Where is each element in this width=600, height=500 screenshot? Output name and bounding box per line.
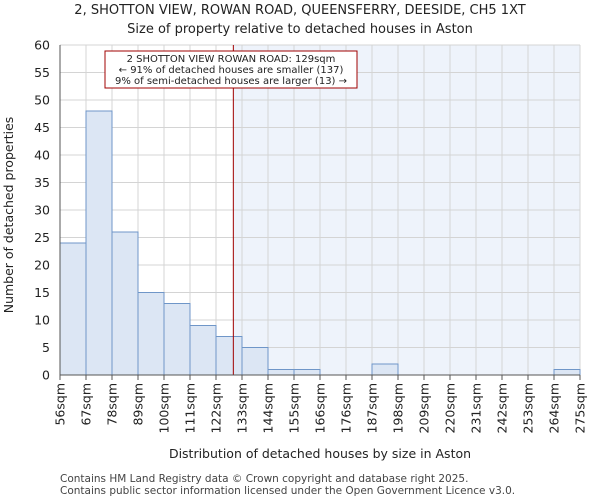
bar-264sqm bbox=[553, 369, 581, 376]
y-axis-label: Number of detached properties bbox=[1, 117, 16, 314]
y-tick-label-55: 55 bbox=[34, 65, 50, 80]
bar-67sqm bbox=[85, 110, 113, 376]
annotation-line-1: 2 SHOTTON VIEW ROWAN ROAD: 129sqm bbox=[127, 54, 336, 65]
x-tick-label-264sqm: 264sqm bbox=[547, 383, 562, 433]
x-tick-label-176sqm: 176sqm bbox=[339, 383, 354, 433]
bar-187sqm bbox=[371, 363, 399, 376]
x-tick-label-209sqm: 209sqm bbox=[417, 383, 432, 433]
x-axis-label: Distribution of detached houses by size … bbox=[169, 446, 471, 461]
annotation-box bbox=[104, 50, 358, 89]
x-tick-label-67sqm: 67sqm bbox=[79, 383, 94, 426]
bar-89sqm bbox=[137, 292, 165, 376]
bar-133sqm bbox=[241, 347, 269, 376]
bar-100sqm bbox=[163, 303, 191, 376]
bar-144sqm bbox=[267, 369, 295, 376]
x-tick-label-275sqm: 275sqm bbox=[573, 383, 588, 433]
x-tick-label-220sqm: 220sqm bbox=[443, 383, 458, 433]
y-tick-label-30: 30 bbox=[34, 203, 50, 218]
bar-78sqm bbox=[111, 231, 139, 376]
y-tick-label-40: 40 bbox=[34, 148, 50, 163]
y-tick-label-20: 20 bbox=[34, 258, 50, 273]
y-tick-label-0: 0 bbox=[42, 368, 50, 383]
x-tick-label-122sqm: 122sqm bbox=[209, 383, 224, 433]
x-tick-label-100sqm: 100sqm bbox=[157, 383, 172, 433]
y-tick-label-15: 15 bbox=[34, 285, 50, 300]
x-tick-label-144sqm: 144sqm bbox=[261, 383, 276, 433]
x-tick-label-155sqm: 155sqm bbox=[287, 383, 302, 433]
y-tick-label-45: 45 bbox=[34, 120, 50, 135]
x-tick-label-133sqm: 133sqm bbox=[235, 383, 250, 433]
annotation-line-2: ← 91% of detached houses are smaller (13… bbox=[119, 65, 344, 76]
x-tick-label-187sqm: 187sqm bbox=[365, 383, 380, 433]
y-tick-label-5: 5 bbox=[42, 340, 50, 355]
chart-title: 2, SHOTTON VIEW, ROWAN ROAD, QUEENSFERRY… bbox=[74, 3, 525, 18]
x-tick-label-111sqm: 111sqm bbox=[183, 383, 198, 433]
chart-subtitle: Size of property relative to detached ho… bbox=[127, 22, 473, 37]
annotation-line-3: 9% of semi-detached houses are larger (1… bbox=[115, 76, 347, 87]
y-tick-label-25: 25 bbox=[34, 230, 50, 245]
y-tick-label-35: 35 bbox=[34, 175, 50, 190]
y-tick-label-50: 50 bbox=[34, 93, 50, 108]
x-tick-label-231sqm: 231sqm bbox=[469, 383, 484, 433]
bar-56sqm bbox=[59, 242, 87, 376]
x-tick-label-253sqm: 253sqm bbox=[521, 383, 536, 433]
x-tick-label-78sqm: 78sqm bbox=[105, 383, 120, 426]
bar-111sqm bbox=[189, 325, 217, 376]
y-tick-label-10: 10 bbox=[34, 313, 50, 328]
x-tick-label-198sqm: 198sqm bbox=[391, 383, 406, 433]
x-tick-label-56sqm: 56sqm bbox=[53, 383, 68, 426]
bar-155sqm bbox=[293, 369, 321, 376]
footer-licence: Contains public sector information licen… bbox=[60, 485, 516, 497]
footer-copyright: Contains HM Land Registry data © Crown c… bbox=[60, 473, 469, 485]
bar-122sqm bbox=[215, 336, 243, 376]
y-tick-label-60: 60 bbox=[34, 38, 50, 53]
x-tick-label-166sqm: 166sqm bbox=[313, 383, 328, 433]
x-tick-label-89sqm: 89sqm bbox=[131, 383, 146, 426]
x-tick-label-242sqm: 242sqm bbox=[495, 383, 510, 433]
